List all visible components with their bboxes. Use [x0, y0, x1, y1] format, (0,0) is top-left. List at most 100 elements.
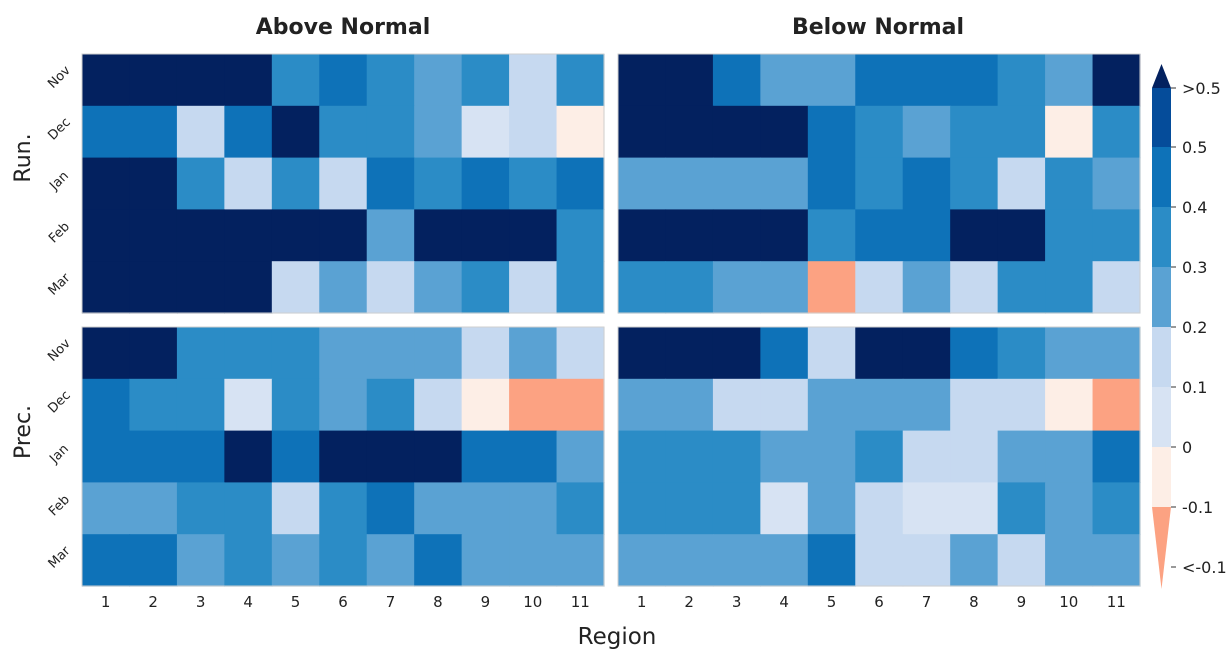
heatmap-cell	[902, 54, 951, 107]
heatmap-cell	[712, 482, 761, 535]
heatmap-cell	[950, 482, 999, 535]
heatmap-cell	[1045, 105, 1094, 159]
heatmap-cell	[1092, 430, 1141, 483]
colorbar-segment	[1152, 327, 1171, 387]
heatmap-cell	[129, 209, 178, 262]
heatmap-cell	[319, 261, 368, 314]
heatmap-cell	[760, 378, 809, 432]
heatmap-cell	[82, 327, 131, 380]
heatmap-cell	[176, 54, 225, 107]
heatmap-cell	[129, 327, 178, 380]
region-tick-label: 3	[196, 593, 206, 611]
heatmap-cell	[665, 327, 714, 380]
heatmap-cell	[224, 209, 273, 262]
heatmap-cell	[855, 105, 904, 159]
heatmap-cell	[712, 261, 761, 314]
heatmap-cell	[82, 261, 131, 314]
heatmap-cell	[1092, 327, 1141, 380]
region-tick-label: 6	[874, 593, 884, 611]
month-tick-label: Jan	[46, 169, 71, 194]
row-label-runoff: Run.	[11, 133, 36, 182]
heatmap-cell	[556, 327, 605, 380]
heatmap-cell	[807, 482, 856, 535]
heatmap-cell	[509, 430, 558, 483]
region-tick-label: 10	[1059, 593, 1078, 611]
region-tick-label: 8	[433, 593, 443, 611]
heatmap-cell	[509, 482, 558, 535]
heatmap-cell	[224, 482, 273, 535]
heatmap-cell	[176, 430, 225, 483]
heatmap-cell	[997, 54, 1046, 107]
region-tick-label: 5	[827, 593, 837, 611]
heatmap-cell	[319, 209, 368, 262]
heatmap-cell	[618, 105, 667, 159]
colorbar-segment	[1152, 267, 1171, 327]
heatmap-cell	[712, 105, 761, 159]
heatmap-cell	[712, 378, 761, 432]
heatmap-cell	[712, 209, 761, 262]
heatmap-cell	[366, 157, 415, 210]
heatmap-cell	[271, 482, 320, 535]
heatmap-cell	[414, 482, 463, 535]
region-tick-label: 2	[148, 593, 158, 611]
region-tick-label: 5	[291, 593, 301, 611]
heatmap-cell	[509, 105, 558, 159]
heatmap-cell	[129, 430, 178, 483]
heatmap-cell	[712, 327, 761, 380]
heatmap-cell	[712, 157, 761, 210]
heatmap-cell	[319, 482, 368, 535]
heatmap-cell	[319, 54, 368, 107]
heatmap-cell	[855, 430, 904, 483]
heatmap-cell	[997, 105, 1046, 159]
heatmap-cell	[509, 54, 558, 107]
heatmap-cell	[712, 430, 761, 483]
heatmap-cell	[129, 378, 178, 432]
colorbar-segment	[1152, 387, 1171, 447]
heatmap-cell	[950, 105, 999, 159]
month-tick-label: Jan	[46, 442, 71, 467]
heatmap-cell	[902, 378, 951, 432]
heatmap-cell	[807, 54, 856, 107]
heatmap-cell	[556, 534, 605, 587]
region-tick-label: 11	[1107, 593, 1126, 611]
heatmap-cell	[807, 209, 856, 262]
heatmap-cell	[366, 430, 415, 483]
heatmap-cell	[1092, 105, 1141, 159]
heatmap-cell	[950, 209, 999, 262]
heatmap-cell	[82, 105, 131, 159]
heatmap-cell	[618, 209, 667, 262]
heatmap-cell	[855, 378, 904, 432]
heatmap-cell	[618, 430, 667, 483]
region-tick-label: 11	[571, 593, 590, 611]
heatmap-cell	[997, 534, 1046, 587]
heatmap-cell	[1045, 534, 1094, 587]
heatmap-cell	[82, 430, 131, 483]
month-tick-label: Mar	[46, 543, 74, 571]
heatmap-cell	[807, 261, 856, 314]
heatmap-cell	[618, 54, 667, 107]
heatmap-cell	[902, 261, 951, 314]
heatmap-cell	[950, 534, 999, 587]
heatmap-cell	[997, 378, 1046, 432]
heatmap-cell	[855, 261, 904, 314]
panel-frame	[617, 53, 1141, 314]
heatmap-cell	[82, 157, 131, 210]
heatmap-cell	[509, 534, 558, 587]
heatmap-cell	[414, 261, 463, 314]
heatmap-cell	[1045, 54, 1094, 107]
heatmap-cell	[319, 157, 368, 210]
region-tick-label: 4	[779, 593, 789, 611]
region-tick-label: 2	[684, 593, 694, 611]
heatmap-cell	[224, 534, 273, 587]
heatmap-cell	[129, 54, 178, 107]
heatmap-cell	[997, 327, 1046, 380]
region-tick-label: 6	[338, 593, 348, 611]
heatmap-cell	[1092, 378, 1141, 432]
heatmap-cell	[665, 54, 714, 107]
heatmap-cell	[902, 534, 951, 587]
heatmap-cell	[271, 157, 320, 210]
colorbar-segment	[1152, 207, 1171, 267]
heatmap-cell	[997, 157, 1046, 210]
heatmap-cell	[807, 534, 856, 587]
